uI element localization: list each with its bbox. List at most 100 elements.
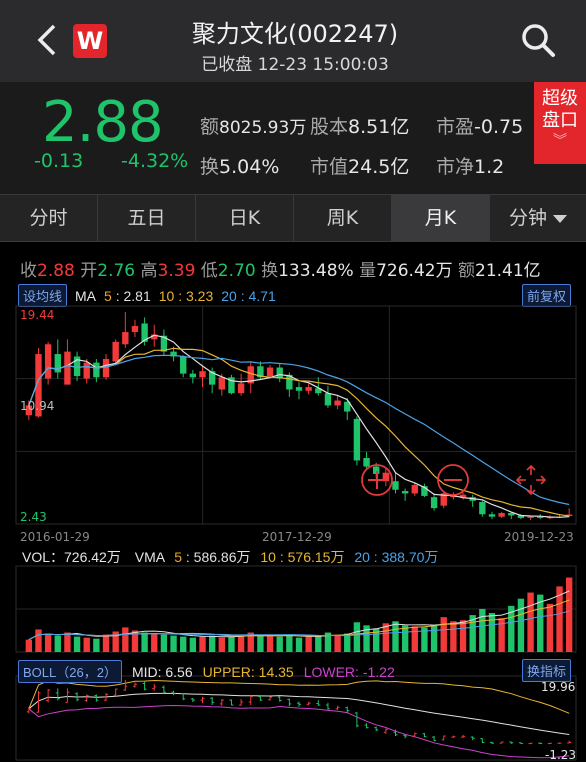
volume-bar	[83, 637, 90, 652]
volume-bar	[508, 605, 515, 652]
boll-upper: UPPER: 14.35	[202, 663, 294, 680]
stat-turnover-rate: 换5.04%	[200, 152, 279, 179]
tab-monthly-k[interactable]: 月K	[392, 195, 490, 241]
tab-weekly-k[interactable]: 周K	[294, 195, 392, 241]
boll-upper-line	[28, 679, 570, 714]
price-change: -0.13	[34, 150, 84, 172]
volume-bar	[93, 638, 100, 652]
tab-minute[interactable]: 分钟	[490, 195, 586, 241]
candle-down	[315, 388, 322, 394]
vma-label: VMA	[134, 549, 165, 565]
vol-value: VOL：726.42万	[22, 549, 121, 565]
candle-down	[324, 393, 332, 406]
zoom-in-ring	[361, 464, 393, 496]
super-badge-line2: 盘口	[542, 110, 578, 131]
candle-down	[469, 497, 476, 501]
stat-value: -0.75	[474, 116, 524, 138]
stat-value: 8025.93万	[219, 118, 307, 138]
vma10-value: 10 : 576.15万	[260, 549, 345, 565]
candle-up	[440, 493, 447, 506]
candle-down	[54, 354, 61, 373]
app-logo[interactable]: W	[73, 24, 107, 58]
candle-up	[546, 517, 554, 519]
search-icon[interactable]	[518, 20, 558, 60]
stat-share-capital: 股本8.51亿	[310, 112, 409, 139]
candle-down	[537, 516, 544, 518]
period-tabs: 分时 五日 日K 周K 月K 分钟	[0, 194, 586, 242]
zoom-in-icon	[361, 464, 393, 496]
candle-up	[411, 484, 418, 494]
candle-up	[565, 514, 573, 516]
volume-bar	[180, 636, 187, 652]
candle-up	[305, 387, 312, 391]
candle-down	[353, 418, 361, 461]
info-label: 换	[261, 261, 279, 281]
stat-label: 市净	[436, 156, 475, 178]
candle-down	[401, 491, 409, 494]
volume-bar	[286, 635, 293, 652]
volume-bar	[276, 636, 283, 652]
candle-up	[266, 367, 274, 377]
tab-minute-label: 分钟	[508, 207, 547, 229]
candle-down	[373, 466, 380, 474]
boll-frame	[15, 675, 577, 761]
candle-up	[83, 362, 90, 379]
volume-bar	[160, 634, 168, 652]
vma5-line	[28, 590, 570, 641]
ma-settings-button[interactable]: 设均线	[18, 284, 68, 307]
ma5-value: 5 : 2.81	[104, 288, 151, 304]
candle-up	[527, 516, 534, 518]
market-status: 已收盘 12-23 15:00:03	[201, 55, 389, 75]
vma5-key: 5	[174, 549, 182, 565]
tab-five-day[interactable]: 五日	[98, 195, 196, 241]
boll-mid-line	[28, 692, 570, 735]
tab-daily-k[interactable]: 日K	[196, 195, 294, 241]
price-axis-bottom: 2.43	[20, 510, 47, 524]
ma10-line	[28, 347, 570, 517]
volume-bar	[44, 633, 52, 652]
stat-value: 5.04%	[219, 156, 280, 178]
ma5-line	[28, 334, 570, 518]
candle-down	[189, 373, 197, 378]
caret-down-icon	[553, 214, 567, 223]
candle-down	[276, 367, 283, 379]
tab-intraday[interactable]: 分时	[0, 195, 98, 241]
candle-up	[44, 344, 52, 379]
volume-bar	[382, 623, 390, 652]
fullscreen-arrow-head	[515, 475, 522, 485]
candle-up	[102, 358, 110, 378]
adjust-mode-button[interactable]: 前复权	[522, 284, 572, 307]
candle-up	[151, 334, 158, 340]
boll-indicator-name[interactable]: BOLL（26，2）	[18, 660, 122, 683]
info-label: 高	[140, 261, 158, 281]
volume-bar	[141, 632, 148, 652]
candle-down	[93, 362, 100, 378]
volume-bar	[218, 637, 225, 652]
volume-bar	[112, 631, 119, 652]
switch-indicator-button[interactable]: 换指标	[522, 659, 572, 682]
candle-down	[208, 371, 216, 385]
candle-up	[382, 472, 390, 482]
volume-bar	[488, 613, 496, 652]
info-label: 量	[359, 261, 377, 281]
double-chevron-down-icon: ︾	[553, 133, 567, 149]
candle-up	[112, 341, 119, 362]
candle-down	[517, 515, 525, 518]
volume-bar	[122, 627, 129, 652]
volume-bar	[208, 635, 216, 652]
fullscreen-icon	[515, 464, 547, 496]
stat-value: 8.51亿	[348, 116, 410, 138]
info-label: 低	[200, 261, 218, 281]
volume-bar	[421, 627, 428, 652]
back-arrow-icon[interactable]	[34, 22, 62, 58]
volume-bar	[315, 635, 322, 652]
candle-up	[131, 325, 139, 333]
vma10-line	[28, 599, 570, 641]
super-orderbook-button[interactable]: 超级 盘口 ︾	[534, 82, 586, 164]
chart-overlays	[361, 464, 547, 496]
vma20-line	[28, 610, 570, 641]
candle-up	[64, 351, 71, 385]
vma20-value: 20 : 388.70万	[354, 549, 439, 565]
volume-bar	[54, 635, 61, 652]
vma5-text: : 586.86万	[182, 549, 251, 565]
